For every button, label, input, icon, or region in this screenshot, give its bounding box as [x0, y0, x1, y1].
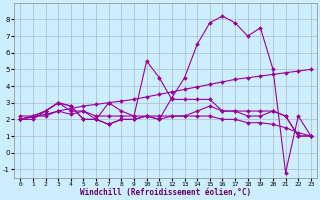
X-axis label: Windchill (Refroidissement éolien,°C): Windchill (Refroidissement éolien,°C) — [80, 188, 251, 197]
